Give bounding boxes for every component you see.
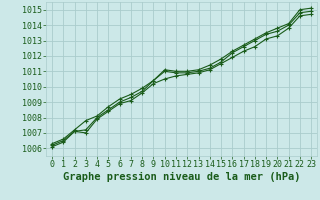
X-axis label: Graphe pression niveau de la mer (hPa): Graphe pression niveau de la mer (hPa) — [63, 172, 300, 182]
